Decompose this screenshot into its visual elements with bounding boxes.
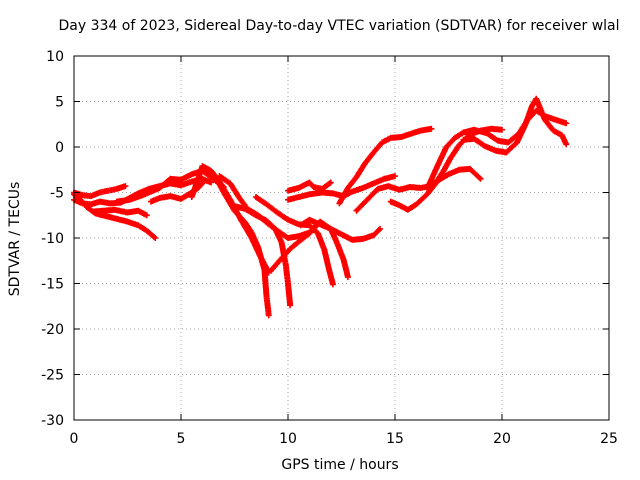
series-markers: [285, 179, 334, 194]
y-axis-label: SDTVAR / TECUs: [7, 182, 23, 297]
grid: [74, 56, 609, 420]
series-arc-4: [90, 206, 150, 219]
y-tick-label: -30: [41, 413, 64, 429]
y-tick-label: -20: [41, 322, 64, 338]
y-tick-label: 0: [55, 140, 64, 156]
y-tick-label: -10: [41, 231, 64, 247]
axis-ticks: 0 5 10 15 20 25 -30 -25 -20 -15 -10 -5 0 5 10: [41, 49, 618, 447]
x-axis-label: GPS time / hours: [281, 457, 398, 473]
series-arc-14: [285, 173, 398, 203]
series-markers: [387, 125, 505, 213]
y-tick-label: -5: [50, 186, 64, 202]
series-markers: [285, 173, 398, 203]
x-tick-label: 20: [493, 431, 511, 447]
series-arc-10: [231, 203, 294, 309]
series-arc-18: [387, 125, 505, 213]
chart-title: Day 334 of 2023, Sidereal Day-to-day VTE…: [58, 18, 619, 34]
y-tick-label: -25: [41, 368, 64, 384]
x-tick-label: 25: [600, 431, 618, 447]
series-arc-15: [285, 179, 334, 194]
series-markers: [297, 216, 383, 243]
series-markers: [71, 183, 129, 200]
series-arc-16: [336, 125, 435, 207]
y-tick-label: -15: [41, 277, 64, 293]
series-markers: [460, 95, 570, 156]
series-arc-17: [353, 165, 484, 214]
series-arc-8: [203, 170, 272, 319]
x-tick-label: 5: [177, 431, 186, 447]
series-arc-3: [71, 183, 129, 200]
series-markers: [203, 170, 272, 319]
series-markers: [231, 203, 294, 309]
y-tick-label: 5: [55, 95, 64, 111]
x-tick-label: 10: [279, 431, 297, 447]
x-tick-label: 15: [386, 431, 404, 447]
series-markers: [336, 125, 435, 207]
series-arc-13: [297, 216, 383, 243]
series-arc-20: [460, 95, 570, 156]
series-markers: [90, 206, 150, 219]
series-markers: [353, 165, 484, 214]
y-tick-label: 10: [46, 49, 64, 65]
data-series: [71, 95, 570, 319]
x-tick-label: 0: [70, 431, 79, 447]
